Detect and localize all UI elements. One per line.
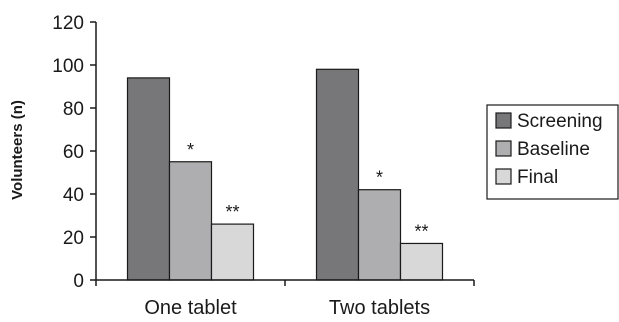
legend-label-screening: Screening: [517, 111, 603, 132]
y-tick-label: 60: [63, 142, 84, 163]
y-tick-label: 80: [63, 99, 84, 120]
bars: [126, 68, 444, 281]
legend-swatch-baseline: [495, 140, 512, 157]
x-tick-label: One tablet: [144, 297, 237, 319]
legend-swatch-screening: [495, 112, 512, 129]
legend-label-final: Final: [517, 167, 558, 188]
y-axis-label: Volunteers (n): [9, 100, 26, 200]
y-tick-label: 20: [63, 228, 84, 249]
bar-final-2: [399, 242, 444, 281]
x-axis: One tablet Two tablets: [95, 279, 475, 319]
bar-screening-2: [315, 68, 360, 281]
y-tick-label: 0: [73, 271, 84, 292]
y-tick-label: 40: [63, 185, 84, 206]
legend: Screening Baseline Final: [486, 104, 619, 200]
legend-swatch-final: [495, 168, 512, 185]
significance-annotations: ******: [187, 140, 429, 242]
x-tick-label: Two tablets: [329, 297, 430, 319]
legend-label-baseline: Baseline: [517, 139, 590, 160]
y-tick-label: 120: [52, 13, 84, 34]
significance-marker: *: [187, 140, 194, 160]
y-tick-label: 100: [52, 56, 84, 77]
bar-baseline-1: [168, 161, 213, 281]
bar-final-1: [210, 223, 255, 281]
y-axis: 0 20 40 60 80 100 120: [52, 13, 97, 292]
bar-screening-1: [126, 77, 171, 281]
significance-marker: **: [225, 202, 239, 222]
significance-marker: **: [414, 221, 428, 241]
significance-marker: *: [376, 168, 383, 188]
bar-baseline-2: [357, 189, 402, 281]
